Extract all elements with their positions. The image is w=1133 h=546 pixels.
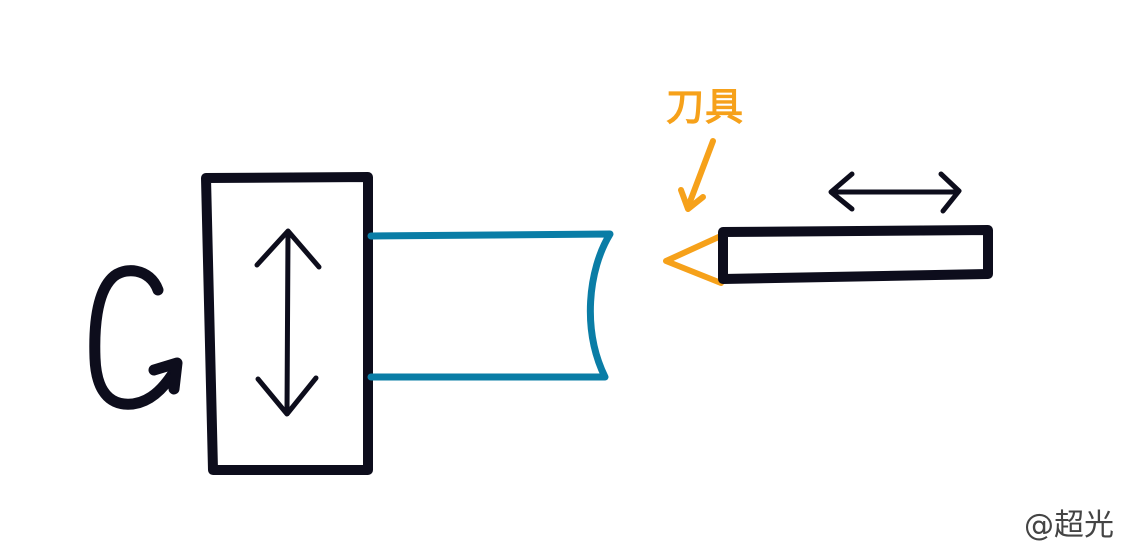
- workpiece: [367, 230, 614, 381]
- double-arrow-vertical-icon: [254, 228, 322, 417]
- chuck-block: [201, 172, 373, 475]
- rotation-arrow-icon: [89, 265, 183, 410]
- tool-shank: [718, 225, 993, 284]
- tool-tip: [663, 232, 726, 286]
- tool-pointer-arrow-icon: [678, 138, 716, 212]
- tool-label: 刀具: [666, 85, 745, 129]
- watermark: @超光: [1024, 508, 1114, 543]
- double-arrow-horizontal-icon: [828, 171, 962, 214]
